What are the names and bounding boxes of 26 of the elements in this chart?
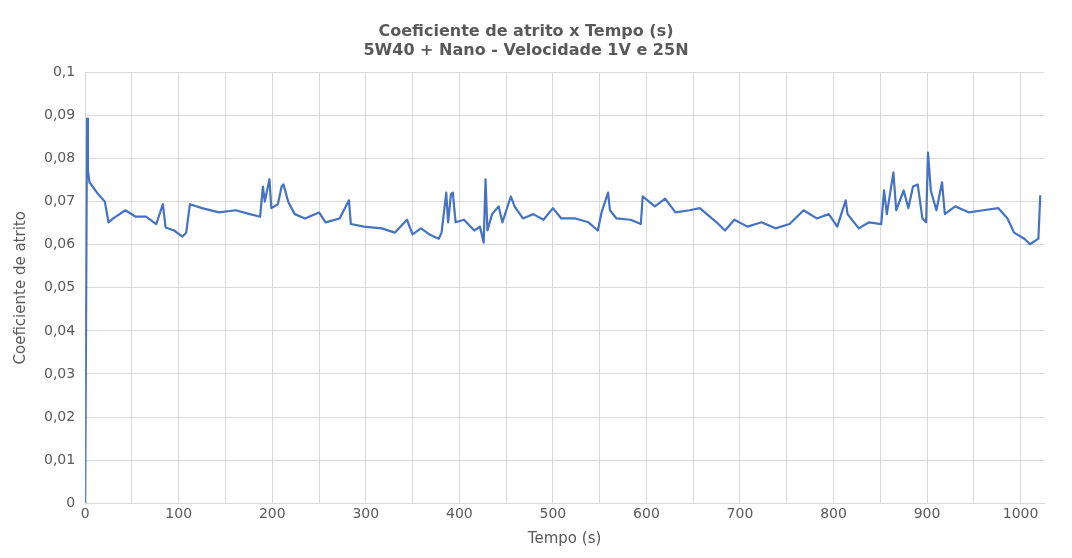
y-tick-label: 0,06 xyxy=(44,235,76,252)
y-tick-label: 0,02 xyxy=(44,407,76,424)
y-tick-label: 0,07 xyxy=(44,192,76,209)
x-tick-label: 800 xyxy=(820,505,847,522)
chart-title: Coeficiente de atrito x Tempo (s) xyxy=(378,20,674,40)
x-tick-label: 200 xyxy=(258,505,286,522)
x-tick-label: 500 xyxy=(539,505,567,522)
y-axis-title: Coeficiente de atrito xyxy=(10,211,29,365)
x-tick-label: 700 xyxy=(726,505,754,522)
y-tick-label: 0,1 xyxy=(52,63,76,80)
x-tick-label: 300 xyxy=(352,505,380,522)
chart-subtitle: 5W40 + Nano - Velocidade 1V e 25N xyxy=(363,39,689,59)
y-tick-label: 0,09 xyxy=(44,106,76,123)
x-tick-label: 0 xyxy=(80,505,90,522)
x-axis-title: Tempo (s) xyxy=(526,528,602,547)
y-tick-label: 0,05 xyxy=(44,278,76,295)
x-tick-label: 100 xyxy=(165,505,193,522)
y-tick-label: 0 xyxy=(66,493,76,510)
y-tick-label: 0,08 xyxy=(44,149,76,166)
x-tick-label: 600 xyxy=(633,505,660,522)
y-tick-label: 0,03 xyxy=(44,364,76,381)
y-tick-label: 0,01 xyxy=(44,450,76,467)
x-tick-label: 900 xyxy=(913,505,941,522)
x-tick-label: 400 xyxy=(445,505,473,522)
y-tick-label: 0,04 xyxy=(44,321,76,338)
x-tick-label: 1000 xyxy=(1002,505,1039,522)
